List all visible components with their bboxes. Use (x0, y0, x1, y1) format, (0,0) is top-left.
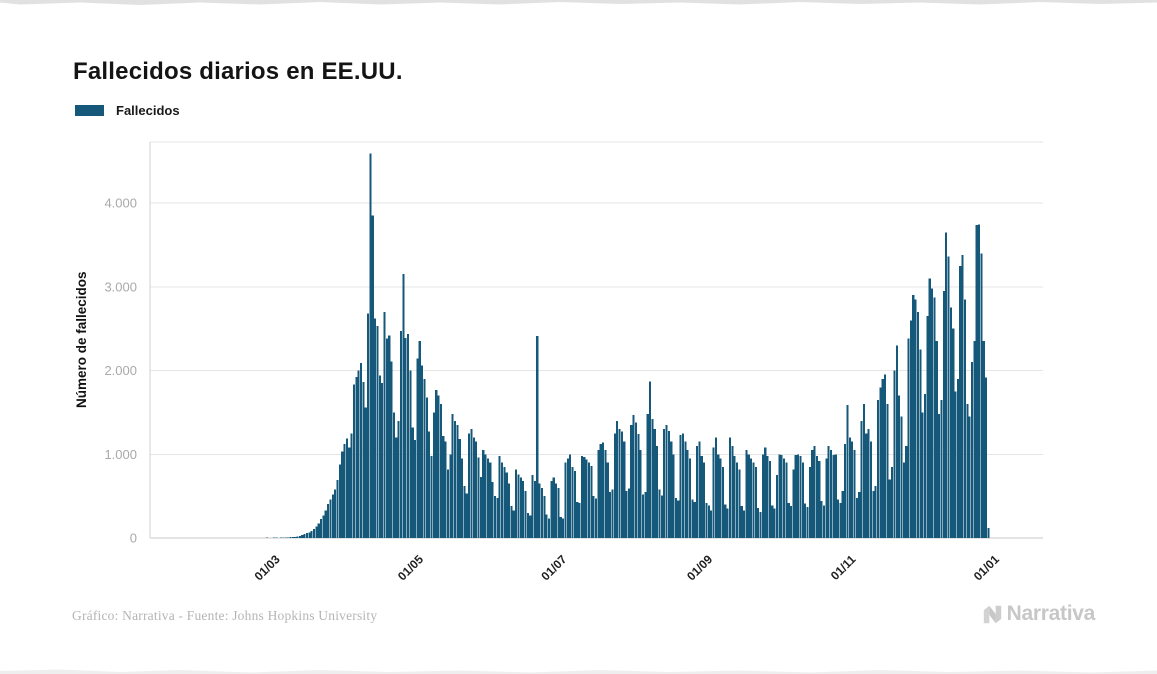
svg-text:01/09: 01/09 (684, 552, 715, 583)
svg-text:1.000: 1.000 (104, 447, 137, 462)
torn-edge-top (0, 0, 1157, 5)
narrativa-n-icon (983, 605, 1001, 623)
chart-credit: Gráfico: Narrativa - Fuente: Johns Hopki… (72, 608, 378, 623)
legend-swatch (75, 105, 104, 116)
torn-edge-bottom (0, 669, 1157, 674)
chart-bars (261, 153, 990, 539)
svg-text:01/03: 01/03 (252, 552, 283, 583)
svg-text:3.000: 3.000 (104, 279, 137, 294)
svg-text:0: 0 (130, 531, 137, 546)
page-title: Fallecidos diarios en EE.UU. (73, 58, 403, 86)
y-axis-labels: 0 1.000 2.000 3.000 4.000 (104, 196, 137, 546)
svg-text:2.000: 2.000 (104, 363, 137, 378)
x-axis-labels: 01/03 01/05 01/07 01/09 01/11 01/01 (252, 552, 1003, 583)
svg-text:01/07: 01/07 (538, 552, 569, 583)
legend-label: Fallecidos (116, 103, 180, 118)
narrativa-logo-text: Narrativa (1006, 602, 1096, 625)
svg-text:4.000: 4.000 (104, 196, 137, 211)
chart-legend: Fallecidos (75, 103, 180, 118)
narrativa-logo: Narrativa (983, 602, 1095, 626)
svg-text:01/01: 01/01 (971, 552, 1002, 583)
svg-text:01/05: 01/05 (395, 552, 426, 583)
svg-text:01/11: 01/11 (828, 552, 859, 583)
